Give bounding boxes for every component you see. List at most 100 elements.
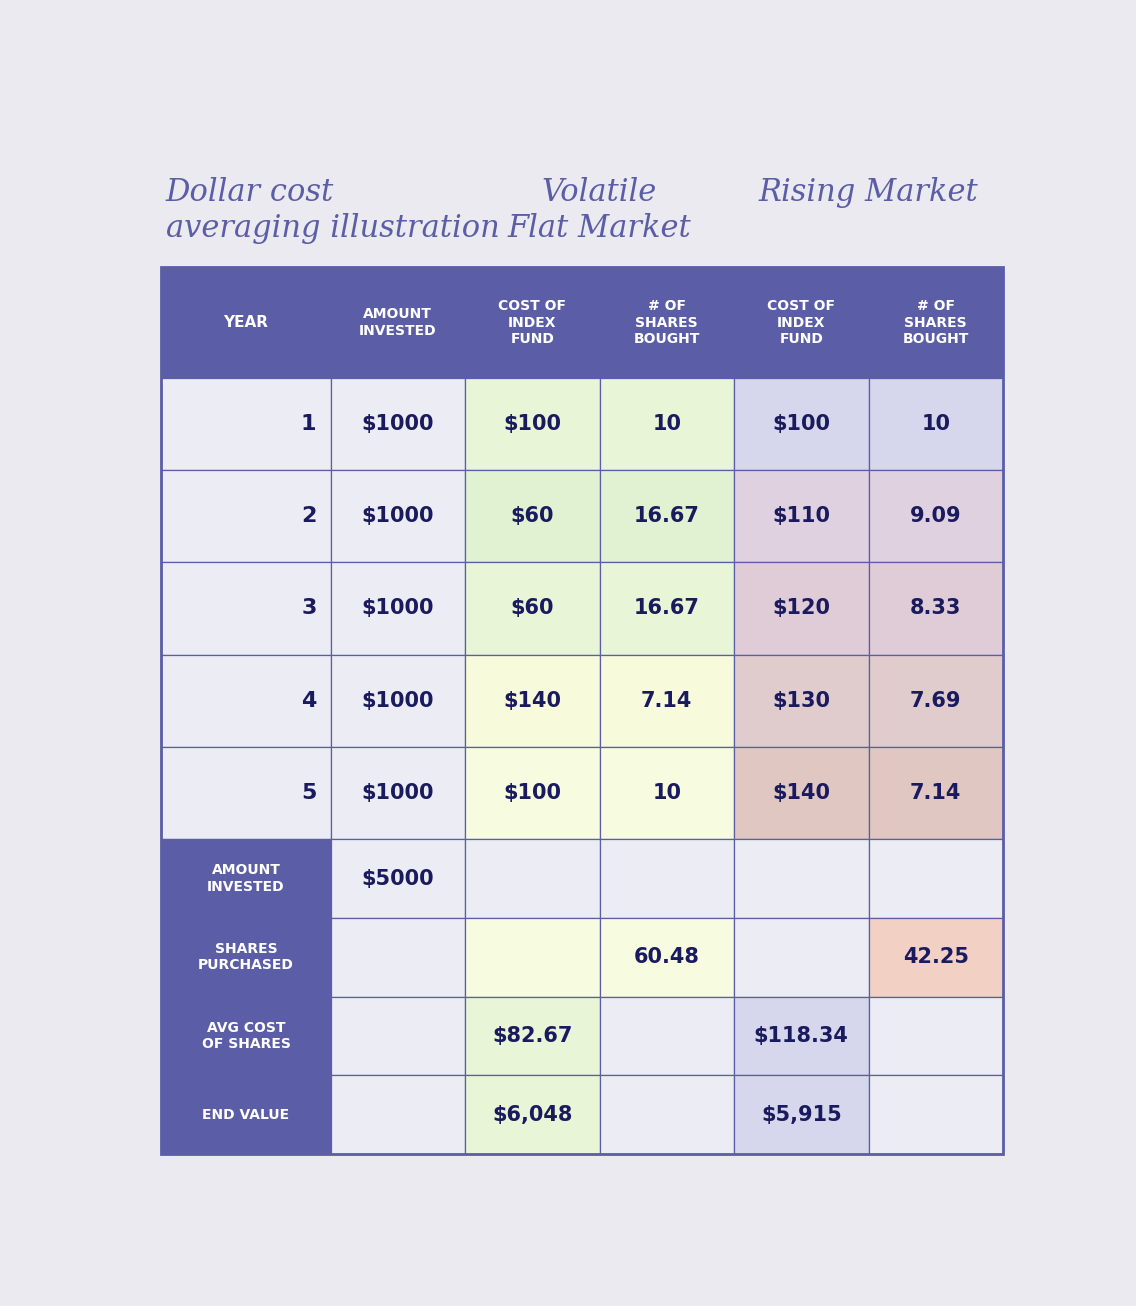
Text: 10: 10 [921, 414, 951, 434]
Text: $100: $100 [772, 414, 830, 434]
Bar [465, 377, 600, 470]
Bar [600, 996, 734, 1076]
Bar [869, 996, 1003, 1076]
Text: $140: $140 [503, 691, 561, 710]
Bar [331, 377, 465, 470]
Bar [161, 747, 331, 838]
Text: $1000: $1000 [361, 507, 434, 526]
Text: Rising Market: Rising Market [759, 176, 978, 208]
Bar [161, 996, 331, 1076]
Text: AVG COST
OF SHARES: AVG COST OF SHARES [201, 1021, 291, 1051]
Bar [869, 470, 1003, 563]
Bar [465, 1076, 600, 1155]
Text: # OF
SHARES
BOUGHT: # OF SHARES BOUGHT [634, 299, 700, 346]
Bar [465, 996, 600, 1076]
Text: $100: $100 [503, 784, 561, 803]
Bar [734, 470, 869, 563]
Bar [869, 377, 1003, 470]
Bar [331, 563, 465, 654]
Bar [465, 470, 600, 563]
Text: Dollar cost
averaging illustration: Dollar cost averaging illustration [166, 176, 500, 244]
Bar [161, 268, 331, 377]
Bar [465, 268, 600, 377]
Bar [161, 654, 331, 747]
Bar [465, 563, 600, 654]
Bar [161, 268, 1003, 1155]
Bar [600, 918, 734, 996]
Text: AMOUNT
INVESTED: AMOUNT INVESTED [359, 307, 436, 338]
Bar [331, 470, 465, 563]
Text: 5: 5 [301, 784, 317, 803]
Text: 16.67: 16.67 [634, 507, 700, 526]
Bar [734, 838, 869, 918]
Text: $110: $110 [772, 507, 830, 526]
Text: $1000: $1000 [361, 414, 434, 434]
Bar [331, 996, 465, 1076]
Text: 8.33: 8.33 [910, 598, 961, 619]
Bar [331, 268, 465, 377]
Bar [869, 747, 1003, 838]
Text: $1000: $1000 [361, 598, 434, 619]
Bar [600, 747, 734, 838]
Bar [465, 838, 600, 918]
Bar [600, 470, 734, 563]
Text: 1: 1 [301, 414, 317, 434]
Text: 7.14: 7.14 [641, 691, 693, 710]
Bar [600, 838, 734, 918]
Text: $118.34: $118.34 [754, 1027, 849, 1046]
Bar [869, 268, 1003, 377]
Bar [734, 377, 869, 470]
Bar [161, 470, 331, 563]
Bar [465, 918, 600, 996]
Bar [600, 268, 734, 377]
Text: 60.48: 60.48 [634, 947, 700, 968]
Bar [161, 918, 331, 996]
Text: $5000: $5000 [361, 868, 434, 888]
Text: $130: $130 [772, 691, 830, 710]
Bar [734, 996, 869, 1076]
Text: 7.69: 7.69 [910, 691, 961, 710]
Bar [600, 1076, 734, 1155]
Text: $60: $60 [510, 507, 554, 526]
Text: COST OF
INDEX
FUND: COST OF INDEX FUND [499, 299, 567, 346]
Text: $1000: $1000 [361, 691, 434, 710]
Bar [734, 747, 869, 838]
Bar [734, 268, 869, 377]
Text: $82.67: $82.67 [492, 1027, 573, 1046]
Bar [331, 838, 465, 918]
Bar [331, 654, 465, 747]
Bar [161, 838, 331, 918]
Bar [331, 747, 465, 838]
Bar [734, 1076, 869, 1155]
Text: 10: 10 [652, 414, 682, 434]
Bar [161, 377, 331, 470]
Text: END VALUE: END VALUE [202, 1107, 290, 1122]
Bar [331, 918, 465, 996]
Text: 3: 3 [301, 598, 317, 619]
Bar [869, 654, 1003, 747]
Text: Volatile
Flat Market: Volatile Flat Market [508, 176, 692, 244]
Bar [734, 563, 869, 654]
Text: 42.25: 42.25 [903, 947, 969, 968]
Text: 2: 2 [301, 507, 317, 526]
Text: # OF
SHARES
BOUGHT: # OF SHARES BOUGHT [903, 299, 969, 346]
Text: 16.67: 16.67 [634, 598, 700, 619]
Text: AMOUNT
INVESTED: AMOUNT INVESTED [207, 863, 285, 893]
Bar [869, 563, 1003, 654]
Text: 10: 10 [652, 784, 682, 803]
Bar [869, 918, 1003, 996]
Text: $1000: $1000 [361, 784, 434, 803]
Bar [331, 1076, 465, 1155]
Text: $120: $120 [772, 598, 830, 619]
Bar [734, 654, 869, 747]
Bar [600, 654, 734, 747]
Bar [600, 377, 734, 470]
Text: 9.09: 9.09 [910, 507, 961, 526]
Bar [465, 654, 600, 747]
Bar [869, 1076, 1003, 1155]
Bar [734, 918, 869, 996]
Bar [465, 747, 600, 838]
Text: 4: 4 [301, 691, 317, 710]
Text: 7.14: 7.14 [910, 784, 961, 803]
Text: $60: $60 [510, 598, 554, 619]
